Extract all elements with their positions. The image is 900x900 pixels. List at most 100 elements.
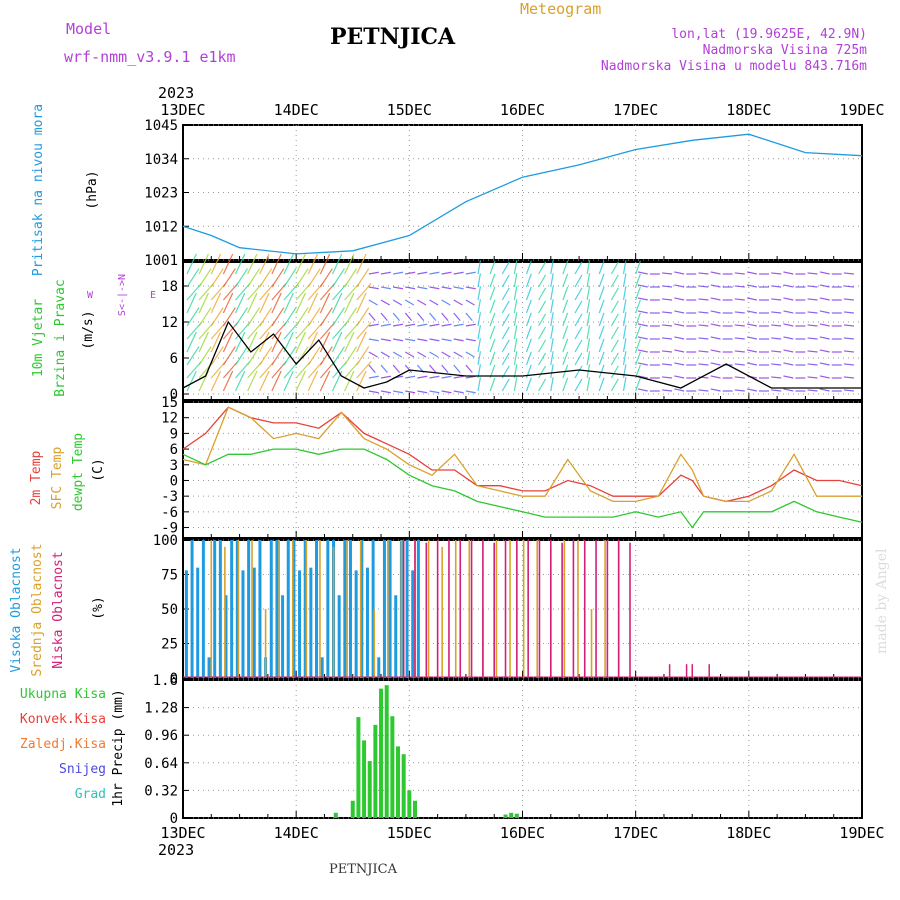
wind-arrow (368, 323, 379, 327)
wind-arrow (501, 378, 510, 392)
wind-arrow (501, 339, 510, 353)
wind-arrow (674, 362, 685, 366)
wind-arrow (771, 285, 782, 288)
wind-arrow (637, 336, 648, 340)
wind-arrow (550, 377, 554, 392)
wind-arrow (710, 271, 721, 275)
wind-arrow (271, 268, 285, 288)
wind-arrow (710, 388, 721, 392)
lonlat-label: lon,lat (19.9625E, 42.9N) (671, 27, 867, 42)
precip-legend-total: Ukupna Kisa (20, 687, 106, 702)
wind-arrow (622, 338, 627, 353)
wind-arrow (562, 312, 569, 327)
wind-arrow (344, 370, 355, 392)
wind-arrow (247, 307, 261, 327)
wind-arrow (453, 390, 464, 394)
wind-arrow (574, 378, 583, 392)
wind-arrow (610, 274, 619, 288)
wind-arrow (477, 351, 482, 366)
wind-arrow (283, 253, 294, 275)
wind-arrow (807, 311, 818, 314)
wind-arrow (550, 364, 554, 379)
pressure-line (182, 133, 863, 255)
wind-arrow (441, 271, 452, 275)
wind-arrow (453, 364, 461, 374)
wind-arrow (771, 389, 782, 392)
wind-arrows (186, 253, 854, 394)
wind-arrow (622, 325, 627, 340)
wind-arrow (295, 331, 306, 353)
wind-arrow (807, 285, 818, 288)
wind-arrow (661, 298, 673, 301)
wind-arrow (477, 312, 482, 327)
wind-arrow (586, 260, 591, 275)
wind-arrow (210, 307, 224, 327)
wind-arrow (574, 326, 583, 340)
wind-arrow (259, 370, 270, 392)
wind-arrow (465, 351, 475, 358)
wind-arrow (550, 299, 554, 314)
wind-arrow (271, 253, 282, 275)
wind-arrow (525, 273, 532, 288)
wind-arrow (417, 299, 427, 306)
wind-arrow (319, 292, 331, 314)
wind-arrow (843, 389, 854, 392)
wind-arrow (477, 325, 482, 340)
cloud-ytick-label: 0 (170, 671, 178, 687)
wind-arrow (234, 346, 248, 366)
wind-arrow (661, 376, 673, 379)
wind-arrow (698, 337, 709, 340)
wind-arrow (586, 299, 591, 314)
wind-arrow (674, 297, 685, 301)
temp-ytick-label: -6 (161, 505, 178, 521)
wind-arrow (637, 388, 648, 392)
wind-arrow (698, 285, 709, 288)
wind-arrow (819, 349, 830, 353)
wind-arrow (598, 273, 605, 288)
temp-ylabel-2m: 2m Temp (29, 450, 44, 505)
wind-arrow (501, 326, 510, 340)
wind-arrow (783, 349, 794, 353)
wind-arrow (661, 337, 673, 340)
wind-arrow (210, 331, 222, 353)
wind-arrow (344, 268, 358, 288)
wind-arrow (610, 313, 619, 327)
wind-arrow (807, 363, 818, 366)
wind-arrow (698, 363, 709, 366)
wind-arrow (234, 268, 248, 288)
wind-arrow (674, 323, 685, 327)
wind-arrow (710, 362, 721, 366)
wind-arrow (307, 292, 319, 314)
wind-arrow (429, 338, 440, 342)
wind-arrow (489, 377, 496, 392)
wind-arrow (392, 299, 403, 306)
wind-arrow (283, 307, 297, 327)
precip-legend-conv: Konvek.Kisa (20, 712, 106, 727)
wind-arrow (562, 286, 569, 301)
cloud-ytick-label: 25 (161, 637, 178, 653)
wind-arrow (393, 338, 404, 342)
wind-arrow (819, 375, 830, 379)
wind-arrow (661, 285, 673, 288)
wind-arrow (574, 274, 583, 288)
x-tick-label-top: 18DEC (726, 101, 771, 119)
wind-arrow (525, 338, 532, 353)
wind-arrow (465, 312, 473, 322)
wind-arrow (417, 338, 428, 342)
wind-arrow (635, 338, 641, 353)
wind-arrow (356, 361, 372, 379)
wind-arrow (319, 331, 331, 353)
wind-arrow (783, 362, 794, 366)
wind-arrow (586, 312, 591, 327)
wind-arrow (746, 297, 757, 301)
precip-bar (514, 813, 519, 818)
wind-arrow (380, 299, 390, 306)
wind-arrow (771, 298, 782, 301)
station-title: PETNJICA (330, 24, 456, 50)
wind-arrow (429, 286, 440, 290)
wind-arrow (734, 285, 745, 288)
precip-bar (390, 716, 395, 818)
wind-arrow (271, 346, 285, 366)
wind-arrow (441, 338, 452, 342)
wind-arrow (746, 310, 757, 314)
